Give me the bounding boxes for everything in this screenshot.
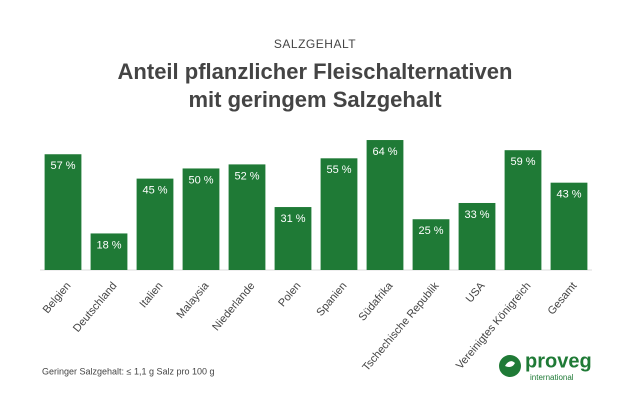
bar bbox=[320, 158, 358, 270]
x-tick-label: Italien bbox=[137, 280, 165, 310]
bar bbox=[550, 182, 588, 270]
footnote: Geringer Salzgehalt: ≤ 1,1 g Salz pro 10… bbox=[42, 366, 215, 376]
bar bbox=[458, 202, 496, 270]
value-label: 31 % bbox=[280, 213, 305, 225]
x-tick-label: Niederlande bbox=[210, 280, 257, 333]
x-tick-label: Deutschland bbox=[71, 280, 120, 335]
value-label: 55 % bbox=[326, 164, 351, 176]
bar bbox=[274, 207, 312, 270]
logo: proveg international bbox=[499, 350, 592, 382]
value-label: 33 % bbox=[464, 209, 489, 221]
logo-leaf bbox=[505, 361, 515, 367]
bar bbox=[412, 219, 450, 270]
chart-title: Anteil pflanzlicher Fleischalternativen bbox=[118, 59, 513, 84]
value-label: 64 % bbox=[372, 146, 397, 158]
x-tick-label: USA bbox=[464, 280, 488, 306]
x-tick-label: Südafrika bbox=[356, 279, 396, 323]
value-label: 18 % bbox=[96, 239, 121, 251]
logo-text: proveg bbox=[525, 350, 592, 372]
x-tick-label: Spanien bbox=[314, 280, 349, 319]
value-label: 45 % bbox=[142, 185, 167, 197]
x-tick-label: Polen bbox=[276, 280, 303, 309]
value-label: 57 % bbox=[50, 160, 75, 172]
bar bbox=[366, 140, 404, 270]
x-tick-label: Malaysia bbox=[174, 279, 212, 321]
logo-subtitle: international bbox=[530, 373, 574, 382]
bar bbox=[504, 150, 542, 270]
value-label: 50 % bbox=[188, 174, 213, 186]
x-tick-label: Tschechische Republik bbox=[360, 280, 441, 374]
value-label: 59 % bbox=[510, 156, 535, 168]
bar bbox=[90, 233, 128, 270]
bar bbox=[44, 154, 82, 270]
x-tick-label: Gesamt bbox=[546, 280, 580, 317]
value-label: 43 % bbox=[556, 189, 581, 201]
bar bbox=[182, 168, 220, 270]
bar bbox=[136, 178, 174, 270]
value-label: 52 % bbox=[234, 170, 259, 182]
bar bbox=[228, 164, 266, 270]
chart-title: mit geringem Salzgehalt bbox=[188, 87, 442, 112]
chart-kicker: SALZGEHALT bbox=[274, 37, 356, 51]
x-tick-label: Belgien bbox=[41, 280, 74, 316]
value-label: 25 % bbox=[418, 225, 443, 237]
